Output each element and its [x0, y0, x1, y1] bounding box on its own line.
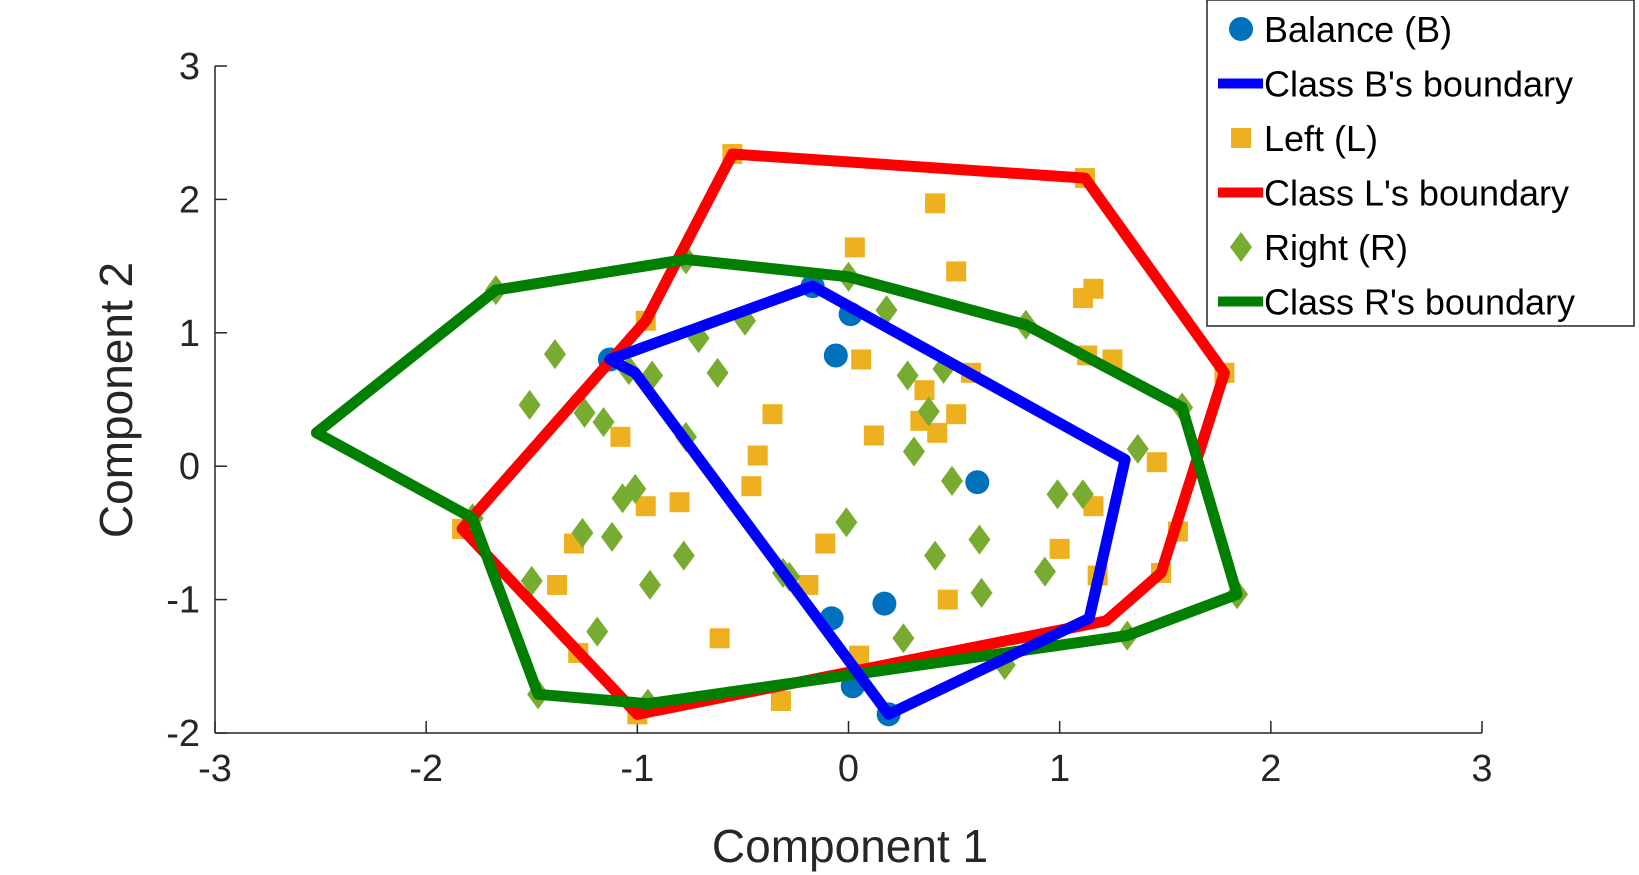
right-r-point — [892, 623, 915, 654]
x-tick-label: -2 — [409, 748, 443, 790]
right-r-point — [1071, 479, 1094, 510]
left-l-point — [762, 404, 783, 425]
x-tick-label: 2 — [1260, 748, 1281, 790]
left-l-point — [770, 690, 791, 711]
right-r-point — [592, 407, 615, 438]
right-r-point — [600, 521, 623, 552]
legend-label: Right (R) — [1264, 227, 1408, 268]
balance-b-point — [872, 591, 897, 616]
legend-label: Class R's boundary — [1264, 282, 1575, 323]
left-l-point — [635, 496, 656, 517]
y-tick-label: 2 — [179, 179, 200, 221]
left-l-point — [937, 589, 958, 610]
right-r-point — [875, 295, 898, 326]
left-l-point — [946, 404, 967, 425]
right-r-point — [835, 507, 858, 538]
left-l-point — [741, 476, 762, 497]
x-tick-label: 1 — [1049, 748, 1070, 790]
x-tick-label: -3 — [198, 748, 232, 790]
left-l-point — [914, 380, 935, 401]
legend-marker — [1231, 128, 1251, 148]
legend-label: Balance (B) — [1264, 9, 1452, 50]
class-b-s-boundary-line — [604, 280, 1131, 720]
left-l-point — [927, 422, 948, 443]
left-l-point — [815, 533, 836, 554]
legend-box — [1206, 0, 1635, 327]
legend-label: Class B's boundary — [1264, 64, 1573, 105]
y-tick-label: 1 — [179, 313, 200, 355]
right-r-point — [896, 360, 919, 391]
left-l-point — [747, 445, 768, 466]
right-r-point — [970, 577, 993, 608]
y-tick-label: -1 — [166, 580, 200, 622]
right-r-point — [917, 396, 940, 427]
class-r-s-boundary-series — [310, 253, 1243, 710]
right-r-point — [520, 565, 543, 596]
y-tick-label: -2 — [166, 713, 200, 755]
left-l-point — [709, 628, 730, 649]
balance-b-point — [823, 343, 848, 368]
right-r-point — [706, 357, 729, 388]
plot-area — [310, 144, 1249, 727]
x-tick-label: -1 — [620, 748, 654, 790]
x-axis-label: Component 1 — [712, 820, 988, 872]
right-r-point — [1046, 479, 1069, 510]
left-l-point — [851, 349, 872, 370]
y-tick-label: 0 — [179, 446, 200, 488]
right-r-point — [543, 339, 566, 370]
class-l-s-boundary-line — [456, 148, 1230, 720]
right-r-point — [924, 540, 947, 571]
left-l-point — [844, 237, 865, 258]
right-r-point — [573, 397, 596, 428]
left-l-point — [547, 574, 568, 595]
x-tick-label: 3 — [1471, 748, 1492, 790]
right-r-point — [518, 389, 541, 420]
class-r-s-boundary-line — [310, 253, 1243, 710]
left-l-point — [1072, 288, 1093, 309]
right-r-point — [672, 540, 695, 571]
legend-marker — [1230, 232, 1252, 262]
balance-b-point — [965, 470, 990, 495]
left-l-point — [1146, 452, 1167, 473]
class-l-s-boundary-series — [456, 148, 1230, 720]
legend: Balance (B) Class B's boundary Left (L) Cla… — [1206, 0, 1635, 327]
left-l-point — [798, 574, 819, 595]
y-tick-label: 3 — [179, 46, 200, 88]
right-r-point — [1126, 433, 1149, 464]
legend-label: Left (L) — [1264, 118, 1378, 159]
left-l-point — [946, 261, 967, 282]
right-r-point — [968, 524, 991, 555]
y-axis-label: Component 2 — [90, 262, 142, 538]
class-b-s-boundary-series — [604, 280, 1131, 720]
right-r-point — [611, 483, 634, 514]
legend-label: Class L's boundary — [1264, 173, 1569, 214]
legend-marker — [1229, 17, 1253, 41]
left-l-point — [1049, 538, 1070, 559]
right-r-point — [571, 517, 594, 548]
right-r-point — [1033, 556, 1056, 587]
left-l-point — [925, 193, 946, 214]
left-l-point — [863, 425, 884, 446]
left-l-point — [669, 492, 690, 513]
right-r-point — [586, 616, 609, 647]
left-l-point — [610, 426, 631, 447]
right-r-point — [639, 569, 662, 600]
right-r-point — [940, 465, 963, 496]
x-tick-label: 0 — [838, 748, 859, 790]
right-r-point — [902, 436, 925, 467]
